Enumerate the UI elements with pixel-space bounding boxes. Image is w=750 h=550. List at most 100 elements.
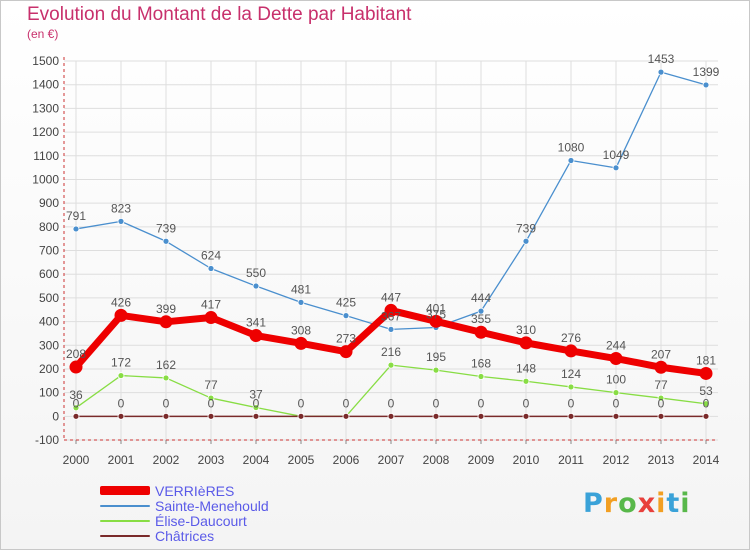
y-tick-label: 100 [39,386,59,400]
data-label: 481 [291,282,311,296]
data-label: 417 [201,298,221,312]
data-label: 100 [606,373,626,387]
y-tick-label: 1200 [32,125,59,139]
data-point [117,412,125,420]
data-label: 53 [699,384,713,398]
x-tick-label: 2010 [513,453,540,467]
y-tick-label: 300 [39,338,59,352]
data-label: 341 [246,316,266,330]
data-point [297,412,305,420]
data-label: 36 [69,388,83,402]
data-label: 739 [156,221,176,235]
data-label: 148 [516,361,536,375]
data-label: 310 [516,323,536,337]
data-label: 77 [654,378,668,392]
data-point [567,412,575,420]
data-label: 0 [613,396,620,410]
data-point [432,366,440,374]
legend-label: Élise-Daucourt [155,512,247,529]
data-label: 0 [118,396,125,410]
x-tick-label: 2011 [558,453,584,467]
x-tick-label: 2001 [108,453,135,467]
y-tick-label: 1500 [32,54,59,68]
y-tick-label: 700 [39,244,59,258]
x-tick-label: 2008 [423,453,450,467]
data-label: 1453 [648,52,675,66]
data-point [522,412,530,420]
data-label: 1399 [693,65,720,79]
y-tick-label: 400 [39,315,59,329]
y-tick-label: 600 [39,267,59,281]
data-point [72,225,80,233]
data-label: 216 [381,345,401,359]
logo-letter: P [583,488,604,519]
data-label: 207 [651,347,671,361]
y-tick-label: 1100 [33,149,59,163]
data-label: 0 [388,396,395,410]
legend-swatch [100,519,150,522]
data-point [612,164,620,172]
data-label: 0 [658,396,665,410]
data-point [657,412,665,420]
x-tick-label: 2013 [648,453,675,467]
data-point [474,325,488,339]
data-label: 172 [111,356,131,370]
data-point [477,373,485,380]
data-point [522,377,530,385]
data-point [384,303,398,317]
data-label: 77 [204,378,218,392]
data-point [114,308,128,322]
data-point [252,412,260,420]
legend-label: Sainte-Menehould [155,497,269,514]
data-label: 37 [249,388,263,402]
legend-label: Châtrices [155,527,215,544]
data-point [294,336,308,350]
data-label: 0 [73,396,80,410]
x-tick-label: 2003 [198,453,225,467]
data-label: 0 [523,396,530,410]
y-tick-label: 1400 [32,78,59,92]
logo-letter: o [618,488,638,519]
data-label: 276 [561,331,581,345]
data-point [519,336,533,350]
y-tick-label: 1300 [32,101,59,115]
data-point [702,412,710,420]
data-point [72,412,80,420]
data-point [387,361,395,369]
data-label: 401 [426,301,446,315]
data-point [702,400,710,408]
data-label: 273 [336,332,356,346]
data-label: 0 [478,396,485,410]
data-point [162,237,170,245]
x-tick-label: 2014 [693,453,720,467]
data-point [654,360,668,374]
data-label: 355 [471,312,491,326]
y-tick-label: 0 [52,409,59,423]
data-point [117,217,125,225]
legend-item: Élise-Daucourt [100,512,269,529]
data-label: 447 [381,290,401,304]
legend-swatch [100,504,150,507]
x-tick-label: 2009 [468,453,495,467]
data-point [657,68,665,76]
data-point [612,412,620,420]
data-label: 1049 [603,148,630,162]
data-label: 168 [471,357,491,371]
logo-letter: r [603,488,619,519]
data-point [387,412,395,420]
data-point [567,157,575,164]
data-point [702,81,710,89]
y-tick-label: 1000 [32,172,59,186]
data-label: 425 [336,296,356,310]
data-label: 550 [246,266,266,280]
data-label: 0 [298,396,305,410]
data-label: 0 [343,396,350,410]
y-tick-label: 500 [39,291,59,305]
data-point [162,374,170,382]
y-tick-label: -100 [35,433,59,447]
data-point [162,412,170,420]
data-point [249,329,263,343]
legend-item: Sainte-Menehould [100,497,269,514]
data-label: 399 [156,302,176,316]
data-label: 367 [381,309,401,323]
